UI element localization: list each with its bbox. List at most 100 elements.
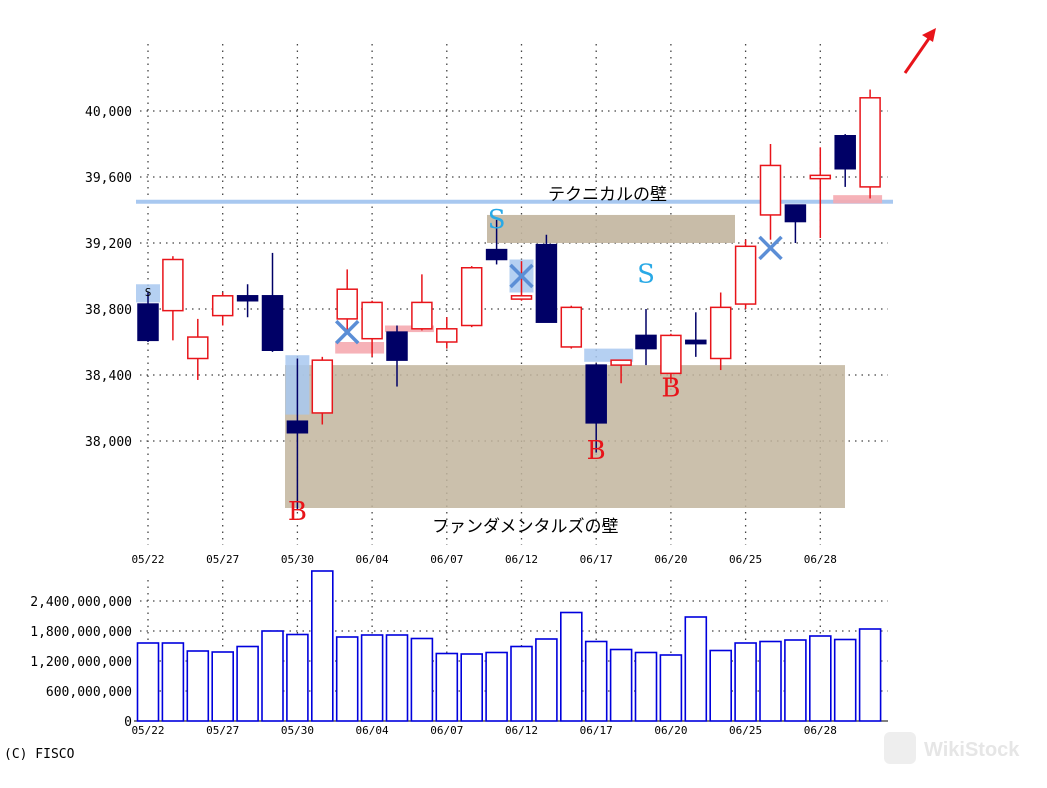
price-y-axis: 40,000 39,600 39,200 38,800 38,400 38,000 xyxy=(85,105,132,450)
volume-bar xyxy=(360,634,384,722)
up-arrow-icon xyxy=(903,28,936,74)
price-y-tick-label: 40,000 xyxy=(85,105,132,120)
highlight-red xyxy=(833,195,883,204)
candle-body xyxy=(784,204,807,223)
price-x-tick-label: 05/30 xyxy=(281,553,314,566)
volume-x-tick-label: 06/20 xyxy=(654,724,687,737)
price-x-tick-label: 06/17 xyxy=(580,553,613,566)
price-x-tick-label: 06/28 xyxy=(804,553,837,566)
candle-body xyxy=(585,364,607,424)
volume-bar xyxy=(759,640,782,722)
candle-body xyxy=(236,295,259,302)
candle-body xyxy=(535,243,558,323)
volume-y-tick-label: 600,000,000 xyxy=(46,685,132,700)
fundamental-wall-zone xyxy=(285,365,845,508)
candle-body xyxy=(859,97,881,188)
signal-label: B xyxy=(288,497,307,527)
watermark-logo-icon xyxy=(884,732,916,764)
highlight-red xyxy=(335,342,385,354)
candle-body xyxy=(211,295,234,317)
volume-x-tick-label: 05/30 xyxy=(281,724,314,737)
technical-wall-zone xyxy=(487,214,735,243)
candle-body xyxy=(485,248,508,261)
volume-x-axis: 05/22 05/27 05/30 06/04 06/07 06/12 06/17 06/20… xyxy=(131,724,836,737)
volume-bar xyxy=(136,642,160,722)
volume-bar xyxy=(310,570,334,722)
candle-body xyxy=(635,334,657,350)
volume-bar xyxy=(186,650,210,722)
volume-bar xyxy=(485,651,508,722)
highlight-red xyxy=(385,325,434,333)
volume-bar xyxy=(584,640,608,722)
candle-body xyxy=(709,306,732,360)
volume-bar xyxy=(211,651,234,722)
candle-body xyxy=(460,267,483,327)
price-y-tick-label: 38,000 xyxy=(85,435,132,450)
fundamental-wall-label: ファンダメンタルズの壁 xyxy=(432,517,619,537)
candle-body xyxy=(286,420,309,434)
copyright-credit: (C) FISCO xyxy=(4,747,75,762)
price-x-tick-label: 06/20 xyxy=(654,553,687,566)
candlestick-series xyxy=(137,89,881,511)
signal-label: S xyxy=(637,260,655,290)
volume-y-tick-label: 1,200,000,000 xyxy=(30,655,132,670)
volume-bar xyxy=(286,633,309,722)
volume-bar xyxy=(559,611,583,722)
volume-bar xyxy=(609,648,633,722)
volume-x-tick-label: 05/22 xyxy=(131,724,164,737)
technical-wall-label: テクニカルの壁 xyxy=(548,185,667,205)
volume-bar xyxy=(659,654,683,722)
volume-bar xyxy=(435,652,459,722)
candle-body xyxy=(734,245,757,305)
volume-x-tick-label: 06/25 xyxy=(729,724,762,737)
volume-x-tick-label: 05/27 xyxy=(206,724,239,737)
watermark: WikiStock xyxy=(884,732,1020,764)
volume-bar xyxy=(161,642,185,722)
price-y-tick-label: 38,400 xyxy=(85,369,132,384)
candle-body xyxy=(560,306,583,348)
volume-bar xyxy=(634,651,658,722)
candle-body xyxy=(660,334,682,375)
volume-bar xyxy=(236,645,259,722)
volume-bar xyxy=(709,649,733,722)
volume-bar xyxy=(410,637,434,722)
volume-bar xyxy=(460,653,484,722)
signal-label: S xyxy=(488,205,506,235)
cross-marker-icon xyxy=(758,235,783,261)
candle-body xyxy=(162,258,184,312)
small-signal-label: S xyxy=(145,286,152,299)
watermark-text: WikiStock xyxy=(924,739,1020,761)
cross-marker-icon xyxy=(509,263,534,289)
volume-bar xyxy=(261,630,284,722)
price-x-tick-label: 06/04 xyxy=(356,553,389,566)
candle-body xyxy=(311,359,334,414)
volume-x-tick-label: 06/17 xyxy=(580,724,613,737)
candle-body xyxy=(685,339,707,345)
candle-body xyxy=(510,295,533,300)
price-x-tick-label: 06/07 xyxy=(430,553,463,566)
volume-y-axis: 2,400,000,000 1,800,000,000 1,200,000,000 6… xyxy=(30,595,132,730)
price-x-axis: 05/22 05/27 05/30 06/04 06/07 06/12 06/17 06/20… xyxy=(131,553,836,566)
volume-bar xyxy=(808,635,832,722)
wall-zones xyxy=(136,195,893,508)
volume-bar xyxy=(385,634,409,722)
price-x-tick-label: 06/25 xyxy=(729,553,762,566)
volume-y-tick-label: 2,400,000,000 xyxy=(30,595,132,610)
candle-body xyxy=(187,336,209,360)
volume-bar xyxy=(335,636,359,722)
candle-body xyxy=(361,301,383,340)
signal-label: B xyxy=(661,373,680,403)
price-x-tick-label: 06/12 xyxy=(505,553,538,566)
candle-body xyxy=(436,328,458,343)
candle-body xyxy=(137,303,159,342)
volume-bar xyxy=(535,638,558,722)
highlight-blue xyxy=(584,348,634,362)
volume-x-tick-label: 06/28 xyxy=(804,724,837,737)
volume-x-tick-label: 06/04 xyxy=(356,724,389,737)
volume-bar xyxy=(684,616,708,722)
volume-x-tick-label: 06/07 xyxy=(430,724,463,737)
candle-body xyxy=(834,135,856,170)
volume-bar xyxy=(510,645,533,722)
price-y-tick-label: 38,800 xyxy=(85,303,132,318)
